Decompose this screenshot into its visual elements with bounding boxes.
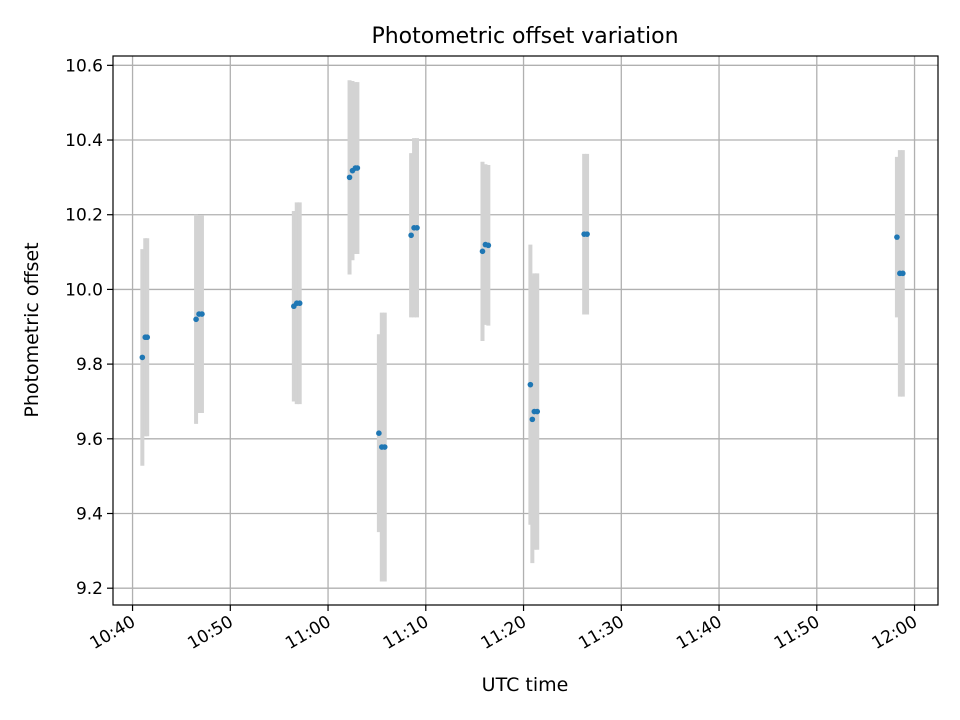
grid bbox=[113, 56, 938, 605]
data-point bbox=[193, 316, 199, 323]
data-point bbox=[534, 408, 541, 415]
y-tick-label: 9.6 bbox=[76, 430, 103, 450]
x-axis-label: UTC time bbox=[482, 674, 569, 696]
y-tick-label: 10.4 bbox=[65, 131, 103, 151]
data-point bbox=[296, 300, 303, 307]
data-point bbox=[894, 234, 900, 240]
data-point bbox=[408, 232, 414, 239]
data-point bbox=[139, 354, 146, 361]
data-point bbox=[414, 224, 420, 231]
data-point bbox=[584, 231, 590, 237]
data-point bbox=[527, 381, 534, 388]
plot-data bbox=[139, 80, 906, 582]
data-point bbox=[354, 165, 361, 171]
data-point bbox=[376, 430, 382, 437]
data-point bbox=[485, 242, 492, 249]
data-point bbox=[900, 270, 906, 277]
y-tick-label: 10.0 bbox=[65, 280, 103, 300]
data-point bbox=[199, 311, 205, 317]
y-axis-label: Photometric offset bbox=[21, 242, 43, 417]
y-tick-label: 9.8 bbox=[76, 355, 103, 375]
y-tick-label: 10.2 bbox=[65, 206, 103, 226]
plot-frame bbox=[112, 55, 939, 606]
chart-title: Photometric offset variation bbox=[371, 24, 678, 49]
data-point bbox=[144, 334, 151, 341]
data-point bbox=[346, 174, 353, 181]
data-point bbox=[381, 444, 388, 450]
data-point bbox=[479, 248, 486, 255]
data-point bbox=[529, 416, 536, 423]
y-tick-label: 9.2 bbox=[76, 579, 103, 599]
y-tick-label: 9.4 bbox=[76, 505, 103, 525]
y-tick-label: 10.6 bbox=[65, 56, 103, 76]
